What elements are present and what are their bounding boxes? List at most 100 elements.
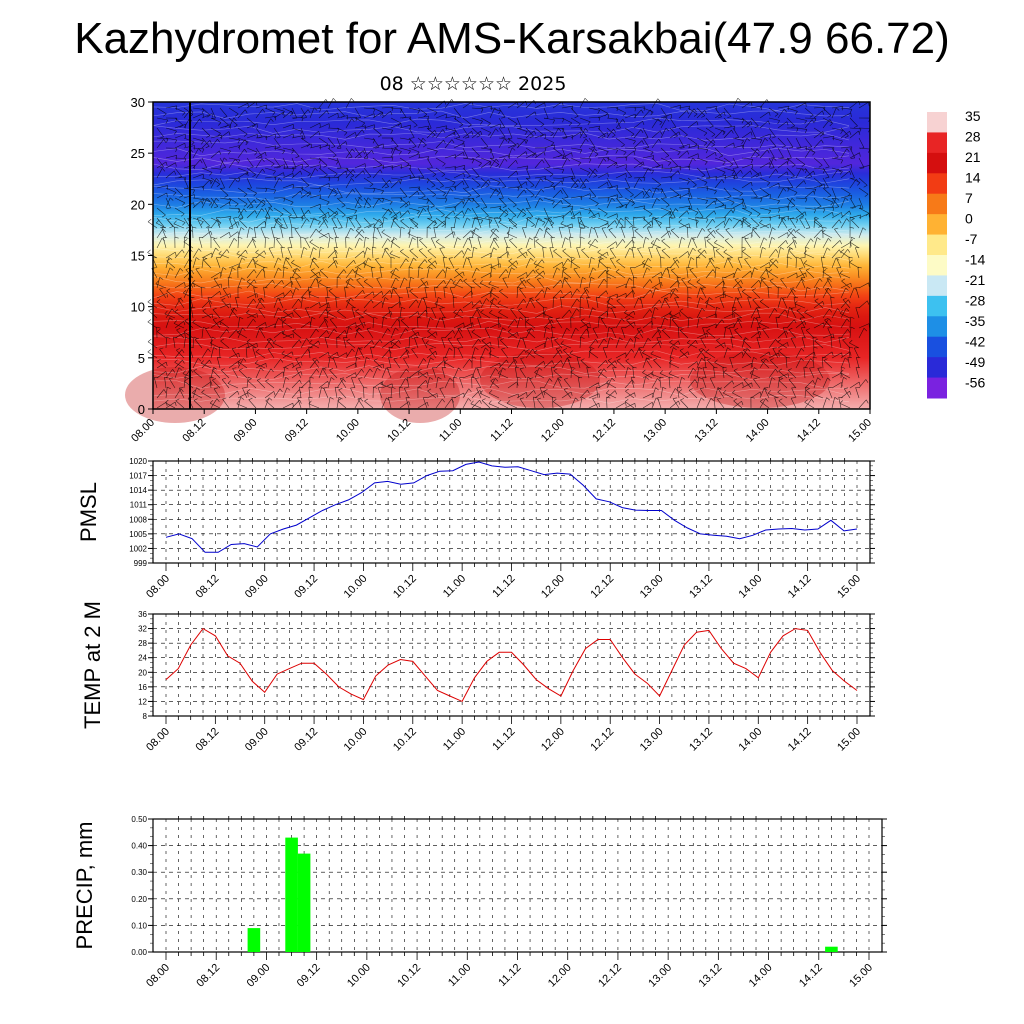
precip-x-tick-label: 10.12 [395,962,423,990]
pmsl-x-tick-label: 09.12 [292,573,320,601]
colorbar-label: -14 [965,252,985,268]
pmsl-y-tick-label: 999 [134,559,148,568]
colorbar-label: 35 [965,108,981,124]
precip-bar [285,837,298,952]
colorbar-swatch [927,275,947,297]
heatmap-y-tick-label: 20 [131,197,145,212]
temp-x-tick-label: 10.12 [391,726,419,754]
pmsl-x-tick-label: 09.00 [243,573,271,601]
colorbar-swatch [927,336,947,358]
pmsl-y-axis-label: PMSL [76,482,101,542]
pmsl-y-tick-label: 1020 [129,457,147,466]
precip-x-tick-label: 12.00 [546,962,574,990]
page-subtitle: 08 ☆☆☆☆☆☆ 2025 [379,73,567,95]
precip-x-tick-label: 09.00 [245,962,273,990]
temp-x-tick-label: 13.12 [687,726,715,754]
pmsl-panel: 08.00 08.12 09.00 09.12 10.00 10.12 11.00 11.12… [76,457,875,601]
temp-y-axis-label: TEMP at 2 M [80,601,105,729]
heatmap-y-tick-label: 25 [131,146,145,161]
heatmap-x-tick-label: 11.12 [488,417,515,444]
temp-y-tick-label: 24 [138,654,147,663]
colorbar-swatch [927,152,947,174]
precip-x-tick-label: 14.00 [747,962,775,990]
colorbar-swatch [927,112,947,133]
heatmap-y-tick-label: 30 [131,95,145,110]
temp-x-tick-label: 12.12 [588,726,616,754]
temp-y-tick-label: 36 [138,610,147,619]
pmsl-x-tick-label: 10.00 [342,573,370,601]
precip-x-tick-label: 10.00 [345,962,373,990]
colorbar-label: -56 [965,375,985,391]
temp-x-tick-label: 11.00 [441,726,468,753]
precip-x-tick-label: 08.12 [194,962,222,990]
heatmap-x-tick-label: 08.00 [129,417,157,445]
temp-y-tick-label: 8 [143,712,148,721]
heatmap-x-tick-label: 15.00 [846,417,874,445]
heatmap-y-tick-label: 10 [131,300,145,315]
pmsl-x-tick-label: 10.12 [391,573,419,601]
colorbar-label: 21 [965,149,981,165]
precip-y-axis-label: PRECIP, mm [72,822,97,950]
temp-x-tick-label: 08.00 [144,726,172,754]
precip-bar [297,853,311,952]
precip-x-tick-label: 08.00 [144,962,172,990]
precip-y-tick-label: 0.10 [131,921,147,930]
pmsl-x-tick-label: 13.00 [638,573,666,601]
colorbar-label: -28 [965,293,985,309]
pmsl-x-tick-label: 11.00 [441,573,468,600]
colorbar-swatch [927,295,947,317]
temp-x-tick-label: 09.12 [292,726,320,754]
colorbar-swatch [927,173,947,195]
temp-x-tick-label: 14.12 [786,726,814,754]
heatmap-warm-cell [380,367,460,423]
pmsl-y-tick-label: 1014 [129,486,147,495]
temp-x-tick-label: 09.00 [243,726,271,754]
pmsl-y-tick-label: 1002 [129,544,147,553]
pmsl-x-tick-label: 14.12 [786,573,814,601]
wind-barbs [147,97,871,409]
pmsl-x-tick-label: 13.12 [687,573,715,601]
precip-x-tick-label: 13.12 [697,962,725,990]
heatmap-x-tick-label: 11.00 [437,417,464,444]
colorbar-swatch [927,316,947,338]
heatmap-x-tick-label: 12.12 [590,417,618,445]
pmsl-y-tick-label: 1011 [130,501,148,510]
temp-x-tick-label: 13.00 [638,726,666,754]
precip-y-tick-label: 0.40 [131,842,147,851]
page-title: Kazhydromet for AMS-Karsakbai(47.9 66.72… [74,14,950,63]
pmsl-y-tick-label: 1008 [129,515,147,524]
temp-y-tick-label: 32 [138,625,147,634]
colorbar-label: 14 [965,170,981,186]
colorbar-swatch [927,357,947,379]
colorbar-label: 0 [965,211,973,227]
heatmap-x-tick-label: 14.00 [744,417,772,445]
temp-x-tick-label: 10.00 [342,726,370,754]
precip-panel: 08.00 08.12 09.00 09.12 10.00 10.12 11.00 11.12… [72,815,887,990]
heatmap-x-tick-label: 13.00 [641,417,669,445]
colorbar-swatch [927,234,947,256]
colorbar-label: 28 [965,129,981,145]
colorbar: 35 28 21 14 7 0 -7 -14 -21 -28 -35 -42 -49 -56 [927,108,985,399]
temp-y-tick-label: 12 [138,697,147,706]
heatmap-y-tick-label: 5 [138,351,145,366]
precip-x-tick-label: 11.00 [446,962,473,989]
heatmap-x-tick-label: 09.00 [232,417,260,445]
precip-y-tick-label: 0.30 [131,868,147,877]
colorbar-label: -35 [965,313,985,329]
colorbar-swatch [927,255,947,276]
temp-y-tick-label: 28 [138,639,147,648]
colorbar-label: 7 [965,190,973,206]
colorbar-swatch [927,132,947,154]
precip-bar [825,946,838,952]
colorbar-swatch [927,193,947,215]
precip-x-tick-label: 09.12 [295,962,323,990]
colorbar-label: -21 [965,272,985,288]
precip-bar [247,928,261,952]
heatmap-x-tick-label: 09.12 [283,417,311,445]
precip-y-tick-label: 0.20 [131,895,147,904]
precip-x-tick-label: 12.12 [596,962,624,990]
pmsl-x-tick-label: 08.00 [144,573,172,601]
temp-y-tick-label: 16 [138,683,147,692]
